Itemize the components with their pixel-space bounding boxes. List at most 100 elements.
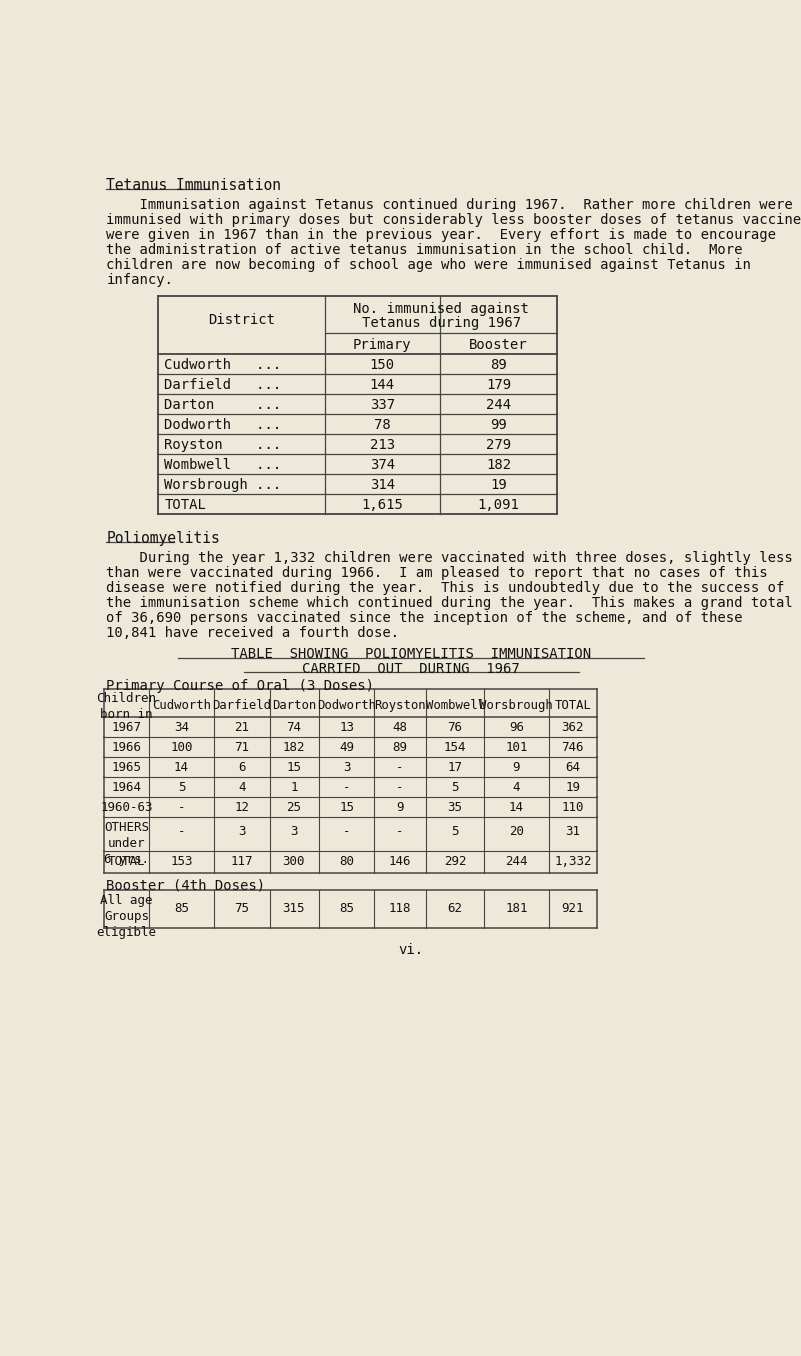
Text: 1966: 1966 — [111, 740, 142, 754]
Text: 9: 9 — [396, 801, 404, 814]
Text: 1967: 1967 — [111, 721, 142, 734]
Text: -: - — [178, 801, 185, 814]
Text: OTHERS
under
6 yrs.: OTHERS under 6 yrs. — [104, 822, 149, 866]
Text: 35: 35 — [448, 801, 462, 814]
Text: 9: 9 — [513, 761, 520, 774]
Text: During the year 1,332 children were vaccinated with three doses, slightly less: During the year 1,332 children were vacc… — [107, 551, 793, 565]
Text: 746: 746 — [562, 740, 584, 754]
Text: Wombwell: Wombwell — [425, 698, 485, 712]
Text: 1: 1 — [290, 781, 298, 795]
Text: 12: 12 — [235, 801, 249, 814]
Text: 5: 5 — [451, 781, 459, 795]
Text: 1,332: 1,332 — [554, 854, 592, 868]
Text: 213: 213 — [370, 438, 395, 453]
Text: 76: 76 — [448, 721, 462, 734]
Text: Children
born in: Children born in — [96, 693, 156, 721]
Text: 101: 101 — [505, 740, 528, 754]
Text: 21: 21 — [235, 721, 249, 734]
Text: 1964: 1964 — [111, 781, 142, 795]
Text: Royston: Royston — [374, 698, 426, 712]
Text: Tetanus during 1967: Tetanus during 1967 — [361, 316, 521, 330]
Text: 19: 19 — [490, 479, 507, 492]
Text: Primary Course of Oral (3 Doses): Primary Course of Oral (3 Doses) — [107, 678, 374, 693]
Text: Darfield: Darfield — [212, 698, 272, 712]
Text: the administration of active tetanus immunisation in the school child.  More: the administration of active tetanus imm… — [107, 243, 743, 258]
Text: -: - — [343, 781, 350, 795]
Text: 1960-63: 1960-63 — [100, 801, 153, 814]
Text: 99: 99 — [490, 419, 507, 433]
Text: District: District — [208, 313, 275, 327]
Text: 13: 13 — [339, 721, 354, 734]
Text: 1965: 1965 — [111, 761, 142, 774]
Text: 64: 64 — [566, 761, 581, 774]
Text: 20: 20 — [509, 824, 524, 838]
Text: 279: 279 — [486, 438, 511, 453]
Text: -: - — [396, 781, 404, 795]
Text: 118: 118 — [388, 902, 411, 915]
Text: 100: 100 — [171, 740, 193, 754]
Text: 4: 4 — [238, 781, 246, 795]
Text: 921: 921 — [562, 902, 584, 915]
Text: 144: 144 — [370, 378, 395, 392]
Text: 3: 3 — [290, 824, 298, 838]
Text: 48: 48 — [392, 721, 408, 734]
Text: 300: 300 — [283, 854, 305, 868]
Text: TABLE  SHOWING  POLIOMYELITIS  IMMUNISATION: TABLE SHOWING POLIOMYELITIS IMMUNISATION — [231, 647, 591, 662]
Text: the immunisation scheme which continued during the year.  This makes a grand tot: the immunisation scheme which continued … — [107, 595, 793, 610]
Text: 1,615: 1,615 — [361, 499, 403, 513]
Text: 25: 25 — [287, 801, 301, 814]
Text: Cudworth: Cudworth — [152, 698, 211, 712]
Text: 75: 75 — [235, 902, 249, 915]
Text: Immunisation against Tetanus continued during 1967.  Rather more children were: Immunisation against Tetanus continued d… — [107, 198, 793, 212]
Text: Worsbrough: Worsbrough — [480, 698, 553, 712]
Text: Booster: Booster — [469, 338, 528, 351]
Text: 315: 315 — [283, 902, 305, 915]
Text: 292: 292 — [444, 854, 466, 868]
Text: 182: 182 — [486, 458, 511, 472]
Text: of 36,690 persons vaccinated since the inception of the scheme, and of these: of 36,690 persons vaccinated since the i… — [107, 610, 743, 625]
Text: 85: 85 — [339, 902, 354, 915]
Text: TOTAL: TOTAL — [107, 854, 145, 868]
Text: 110: 110 — [562, 801, 584, 814]
Text: 374: 374 — [370, 458, 395, 472]
Text: 89: 89 — [392, 740, 408, 754]
Text: -: - — [396, 761, 404, 774]
Text: Darfield   ...: Darfield ... — [164, 378, 282, 392]
Text: 31: 31 — [566, 824, 581, 838]
Text: 362: 362 — [562, 721, 584, 734]
Text: 89: 89 — [490, 358, 507, 373]
Text: immunised with primary doses but considerably less booster doses of tetanus vacc: immunised with primary doses but conside… — [107, 213, 801, 228]
Text: All age
Groups
eligible: All age Groups eligible — [96, 894, 156, 940]
Text: 1,091: 1,091 — [477, 499, 519, 513]
Text: Tetanus Immunisation: Tetanus Immunisation — [107, 178, 281, 193]
Text: 182: 182 — [283, 740, 305, 754]
Text: Primary: Primary — [353, 338, 412, 351]
Text: -: - — [396, 824, 404, 838]
Text: Darton: Darton — [272, 698, 316, 712]
Text: Booster (4th Doses): Booster (4th Doses) — [107, 879, 265, 892]
Text: 19: 19 — [566, 781, 581, 795]
Text: Dodworth: Dodworth — [317, 698, 376, 712]
Text: No. immunised against: No. immunised against — [353, 302, 529, 316]
Text: 14: 14 — [174, 761, 189, 774]
Text: TOTAL: TOTAL — [164, 499, 207, 513]
Text: Dodworth   ...: Dodworth ... — [164, 419, 282, 433]
Text: 34: 34 — [174, 721, 189, 734]
Text: 71: 71 — [235, 740, 249, 754]
Text: 15: 15 — [287, 761, 301, 774]
Text: 96: 96 — [509, 721, 524, 734]
Text: 3: 3 — [238, 824, 246, 838]
Text: 49: 49 — [339, 740, 354, 754]
Text: 80: 80 — [339, 854, 354, 868]
Text: 10,841 have received a fourth dose.: 10,841 have received a fourth dose. — [107, 626, 400, 640]
Text: TOTAL: TOTAL — [554, 698, 591, 712]
Text: Worsbrough ...: Worsbrough ... — [164, 479, 282, 492]
Text: 244: 244 — [505, 854, 528, 868]
Text: 62: 62 — [448, 902, 462, 915]
Text: infancy.: infancy. — [107, 273, 173, 287]
Text: Poliomyelitis: Poliomyelitis — [107, 530, 220, 545]
Text: 6: 6 — [238, 761, 246, 774]
Text: 154: 154 — [444, 740, 466, 754]
Text: 5: 5 — [178, 781, 185, 795]
Text: children are now becoming of school age who were immunised against Tetanus in: children are now becoming of school age … — [107, 258, 751, 273]
